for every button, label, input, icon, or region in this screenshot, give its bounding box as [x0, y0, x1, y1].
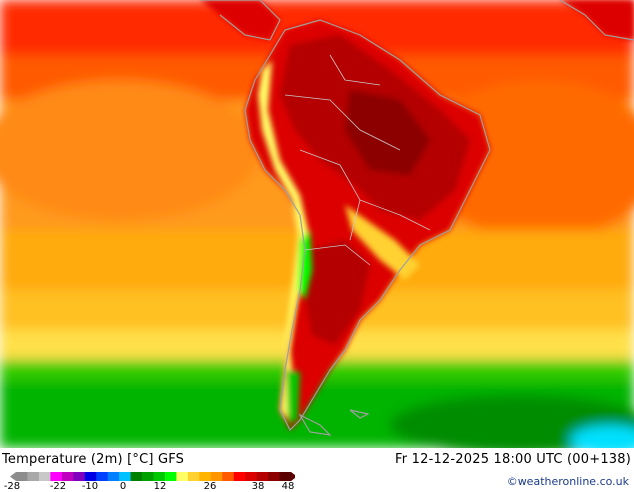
scale-arrow-right: [291, 472, 295, 481]
scale-swatch: [164, 472, 177, 481]
scale-tick-label: 0: [119, 481, 127, 492]
scale-swatch: [222, 472, 235, 481]
valid-time: Fr 12-12-2025 18:00 UTC (00+138): [395, 452, 631, 467]
scale-swatch: [27, 472, 40, 481]
scale-tick-label: -10: [81, 481, 99, 492]
scale-swatch: [279, 472, 292, 481]
scale-swatch: [73, 472, 86, 481]
scale-swatch: [210, 472, 223, 481]
scale-tick-label: 38: [251, 481, 265, 492]
scale-swatch: [256, 472, 269, 481]
scale-tick-label: 48: [281, 481, 295, 492]
scale-swatch: [130, 472, 143, 481]
scale-swatch: [142, 472, 154, 481]
scale-swatch: [176, 472, 189, 481]
scale-swatch: [119, 472, 132, 481]
scale-tick-label: -28: [3, 481, 21, 492]
temperature-map: [0, 0, 634, 448]
info-bar: Temperature (2m) [°C] GFS Fr 12-12-2025 …: [0, 448, 634, 492]
scale-swatch: [268, 472, 281, 481]
central-america-land: [200, 0, 634, 40]
scale-tick-label: -22: [49, 481, 67, 492]
scale-swatch: [16, 472, 28, 481]
scale-swatch: [245, 472, 258, 481]
scale-swatch: [61, 472, 74, 481]
credit-link[interactable]: ©weatheronline.co.uk: [506, 475, 629, 488]
scale-swatch: [50, 472, 63, 481]
map-title: Temperature (2m) [°C] GFS: [2, 452, 185, 467]
scale-swatch: [84, 472, 97, 481]
country-borders: [284, 54, 431, 266]
scale-swatch: [233, 472, 246, 481]
scale-tick-label: 12: [153, 481, 167, 492]
scale-swatch: [38, 472, 51, 481]
scale-arrow-left: [10, 472, 16, 481]
scale-swatch: [107, 472, 120, 481]
scale-swatch: [153, 472, 166, 481]
scale-swatch: [199, 472, 212, 481]
color-scale: [10, 472, 295, 481]
scale-swatch: [96, 472, 109, 481]
scale-tick-label: 26: [203, 481, 217, 492]
coastlines: [200, 0, 634, 436]
scale-swatch: [187, 472, 200, 481]
